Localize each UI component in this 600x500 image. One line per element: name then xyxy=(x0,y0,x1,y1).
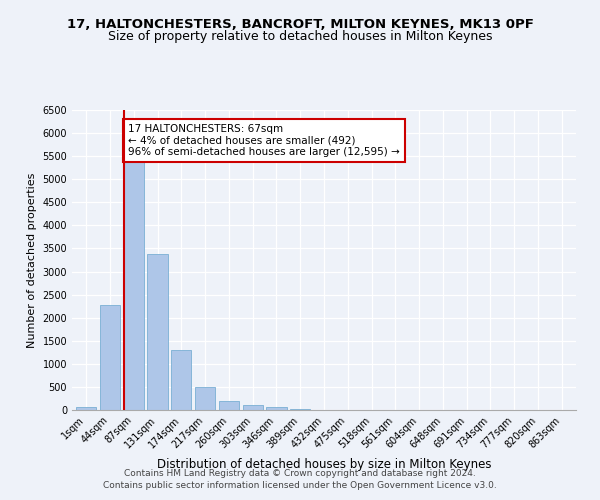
Text: Contains HM Land Registry data © Crown copyright and database right 2024.
Contai: Contains HM Land Registry data © Crown c… xyxy=(103,468,497,490)
Bar xyxy=(148,254,167,410)
Text: 17 HALTONCHESTERS: 67sqm
← 4% of detached houses are smaller (492)
96% of semi-d: 17 HALTONCHESTERS: 67sqm ← 4% of detache… xyxy=(128,124,400,157)
Bar xyxy=(266,406,287,410)
Bar xyxy=(219,401,239,410)
Bar xyxy=(76,406,97,410)
Bar xyxy=(242,405,263,410)
X-axis label: Distribution of detached houses by size in Milton Keynes: Distribution of detached houses by size … xyxy=(157,458,491,471)
Bar xyxy=(171,350,191,410)
Text: Size of property relative to detached houses in Milton Keynes: Size of property relative to detached ho… xyxy=(108,30,492,43)
Bar xyxy=(290,408,310,410)
Bar xyxy=(124,159,144,410)
Bar xyxy=(195,388,215,410)
Y-axis label: Number of detached properties: Number of detached properties xyxy=(27,172,37,348)
Bar xyxy=(100,305,120,410)
Text: 17, HALTONCHESTERS, BANCROFT, MILTON KEYNES, MK13 0PF: 17, HALTONCHESTERS, BANCROFT, MILTON KEY… xyxy=(67,18,533,30)
